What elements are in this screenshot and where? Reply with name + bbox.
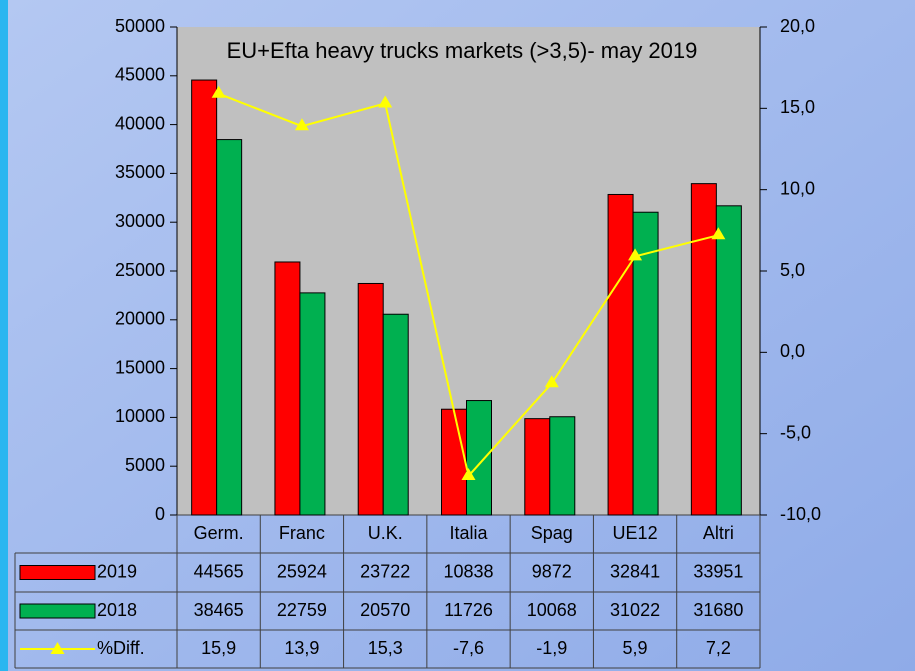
table-value: 32841 — [610, 561, 660, 581]
table-value: 33951 — [693, 561, 743, 581]
table-value: 22759 — [277, 600, 327, 620]
bar — [690, 183, 717, 516]
y2-tick-label: -5,0 — [780, 422, 811, 442]
y2-tick-label: 15,0 — [780, 97, 815, 117]
x-tick-label: Italia — [449, 523, 488, 543]
y-tick-label: 5000 — [125, 455, 165, 475]
x-tick-label: Franc — [279, 523, 325, 543]
y-tick-label: 10000 — [115, 406, 165, 426]
table-value: 5,9 — [623, 638, 648, 658]
bar — [191, 79, 218, 516]
legend-label: 2019 — [97, 561, 137, 581]
table-value: 31680 — [693, 600, 743, 620]
x-tick-label: Spag — [531, 523, 573, 543]
line-marker — [378, 95, 393, 108]
table-value: 7,2 — [706, 638, 731, 658]
bar — [441, 408, 467, 516]
table-value: 11726 — [444, 600, 493, 620]
bar — [632, 211, 659, 516]
bar — [466, 400, 492, 516]
bar — [607, 193, 634, 516]
table-value: -7,6 — [453, 638, 484, 658]
y-tick-label: 35000 — [115, 162, 165, 182]
legend-label: 2018 — [97, 600, 137, 620]
bar — [216, 139, 243, 516]
y-tick-label: 25000 — [115, 260, 165, 280]
table-value: -1,9 — [536, 638, 567, 658]
x-tick-label: Altri — [703, 523, 734, 543]
table-value: 31022 — [610, 600, 660, 620]
line-marker — [711, 227, 726, 240]
line-marker — [294, 118, 309, 131]
line-marker — [544, 375, 559, 388]
bar — [715, 205, 742, 516]
x-tick-label: UE12 — [613, 523, 658, 543]
table-value: 44565 — [194, 561, 244, 581]
table-value: 15,9 — [201, 638, 236, 658]
y-tick-label: 0 — [155, 504, 165, 524]
y2-tick-label: 10,0 — [780, 178, 815, 198]
y-tick-label: 45000 — [115, 65, 165, 85]
y-tick-label: 15000 — [115, 357, 165, 377]
table-value: 10838 — [443, 561, 493, 581]
chart-title: EU+Efta heavy trucks markets (>3,5)- may… — [227, 38, 698, 63]
y2-tick-label: -10,0 — [780, 504, 821, 524]
legend-swatch — [19, 565, 96, 580]
bar — [524, 418, 551, 516]
x-tick-label: Germ. — [194, 523, 244, 543]
y-tick-label: 50000 — [115, 16, 165, 36]
y2-tick-label: 5,0 — [780, 260, 805, 280]
y2-tick-label: 0,0 — [780, 341, 805, 361]
line-marker — [461, 467, 476, 480]
bar — [382, 313, 409, 516]
line-marker — [211, 85, 226, 98]
y-tick-label: 30000 — [115, 211, 165, 231]
y2-tick-label: 20,0 — [780, 16, 815, 36]
bar — [299, 292, 326, 516]
line-marker — [628, 248, 643, 261]
legend-marker — [50, 642, 65, 654]
table-value: 13,9 — [284, 638, 319, 658]
table-value: 20570 — [360, 600, 410, 620]
legend-label: %Diff. — [97, 638, 145, 658]
table-value: 23722 — [360, 561, 410, 581]
y-tick-label: 40000 — [115, 113, 165, 133]
table-value: 10068 — [527, 600, 577, 620]
table-value: 25924 — [277, 561, 327, 581]
x-tick-label: U.K. — [368, 523, 403, 543]
table-value: 15,3 — [368, 638, 403, 658]
y-tick-label: 20000 — [115, 309, 165, 329]
bar — [549, 416, 576, 516]
edge — [0, 0, 8, 671]
legend-swatch — [19, 603, 96, 619]
table-value: 9872 — [532, 561, 572, 581]
bar — [274, 261, 301, 516]
table-value: 38465 — [194, 600, 244, 620]
bar — [357, 282, 384, 516]
